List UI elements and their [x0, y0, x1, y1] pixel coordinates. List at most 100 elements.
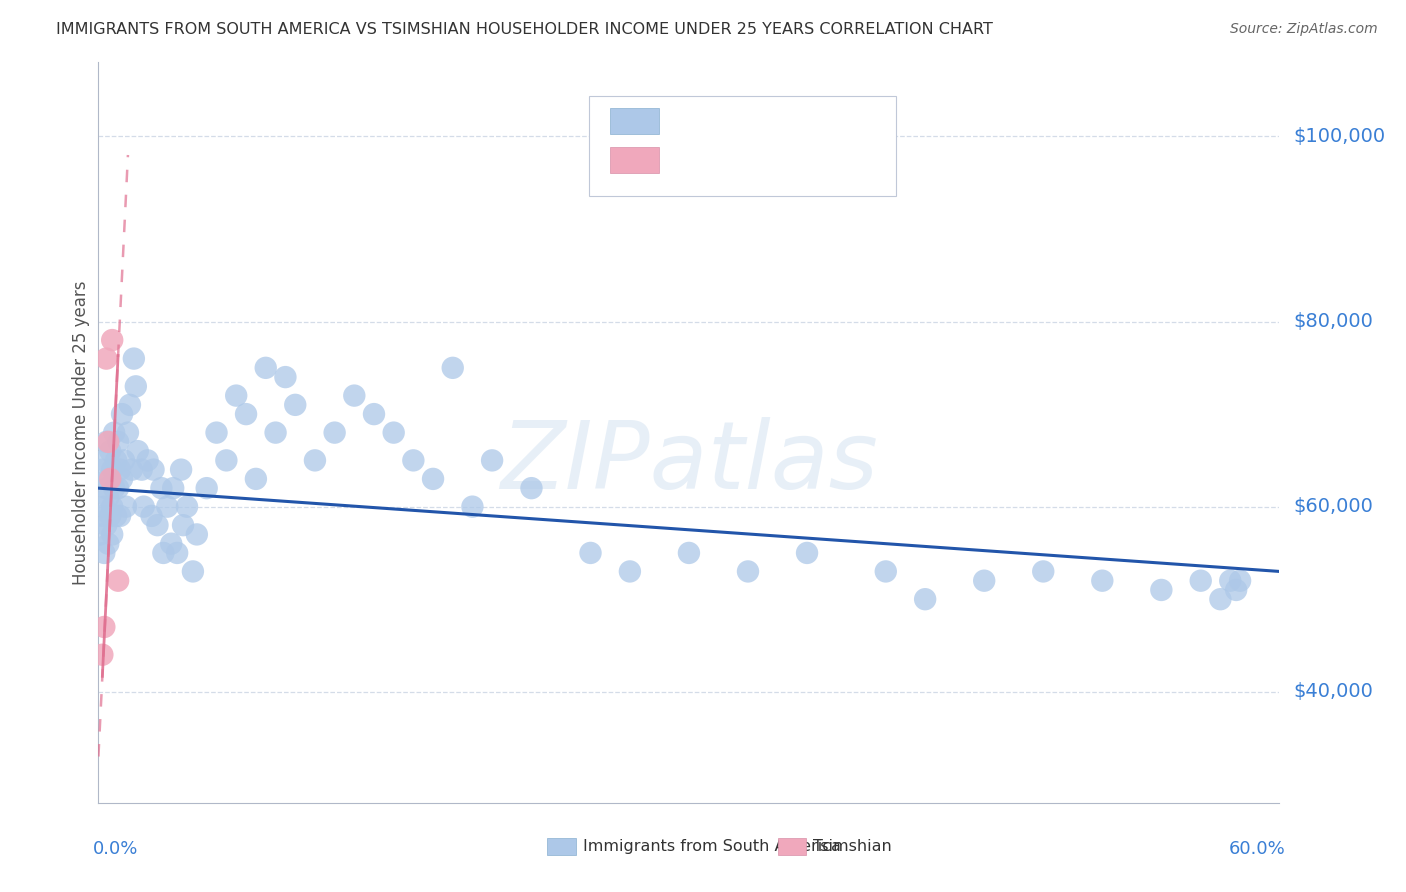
- Point: [1225, 582, 1247, 597]
- Point: [141, 508, 163, 523]
- Point: [96, 518, 118, 533]
- Point: [93, 620, 115, 634]
- Point: [181, 565, 204, 579]
- Point: [235, 407, 257, 421]
- Point: [96, 434, 118, 449]
- Text: Immigrants from South America: Immigrants from South America: [582, 839, 841, 854]
- Point: [122, 351, 145, 366]
- Point: [111, 472, 134, 486]
- Point: [520, 481, 543, 495]
- Text: $40,000: $40,000: [1294, 682, 1374, 701]
- Point: [107, 434, 129, 449]
- Point: [103, 481, 125, 495]
- Point: [105, 508, 128, 523]
- Point: [254, 360, 277, 375]
- Point: [481, 453, 503, 467]
- FancyBboxPatch shape: [610, 147, 659, 173]
- Point: [160, 536, 183, 550]
- Text: $100,000: $100,000: [1294, 127, 1385, 146]
- Point: [304, 453, 326, 467]
- Point: [579, 546, 602, 560]
- Point: [96, 481, 118, 495]
- Point: [97, 536, 120, 550]
- Point: [118, 398, 141, 412]
- Point: [127, 444, 149, 458]
- Text: R =  0.583   N =  7: R = 0.583 N = 7: [669, 151, 876, 169]
- Point: [93, 453, 115, 467]
- Point: [382, 425, 405, 440]
- Point: [107, 574, 129, 588]
- Point: [363, 407, 385, 421]
- Point: [323, 425, 346, 440]
- Point: [115, 500, 138, 514]
- Point: [170, 462, 193, 476]
- Text: IMMIGRANTS FROM SOUTH AMERICA VS TSIMSHIAN HOUSEHOLDER INCOME UNDER 25 YEARS COR: IMMIGRANTS FROM SOUTH AMERICA VS TSIMSHI…: [56, 22, 993, 37]
- Point: [225, 388, 247, 402]
- Point: [125, 379, 148, 393]
- Point: [1189, 574, 1212, 588]
- Point: [101, 527, 124, 541]
- Point: [152, 546, 174, 560]
- Point: [107, 481, 129, 495]
- Point: [264, 425, 287, 440]
- Point: [91, 648, 114, 662]
- Point: [89, 527, 111, 541]
- Point: [422, 472, 444, 486]
- Point: [91, 508, 114, 523]
- Point: [97, 434, 120, 449]
- Point: [914, 592, 936, 607]
- Point: [111, 407, 134, 421]
- Point: [461, 500, 484, 514]
- Point: [112, 453, 135, 467]
- Point: [93, 546, 115, 560]
- Point: [678, 546, 700, 560]
- Text: Source: ZipAtlas.com: Source: ZipAtlas.com: [1230, 22, 1378, 37]
- Point: [186, 527, 208, 541]
- Point: [91, 462, 114, 476]
- Point: [973, 574, 995, 588]
- Point: [117, 425, 139, 440]
- Point: [108, 462, 131, 476]
- Point: [215, 453, 238, 467]
- Point: [1032, 565, 1054, 579]
- Point: [619, 565, 641, 579]
- Y-axis label: Householder Income Under 25 years: Householder Income Under 25 years: [72, 280, 90, 585]
- Point: [245, 472, 267, 486]
- Point: [96, 351, 118, 366]
- Point: [98, 444, 121, 458]
- Point: [205, 425, 228, 440]
- Text: $80,000: $80,000: [1294, 312, 1374, 331]
- Point: [1229, 574, 1251, 588]
- Point: [274, 370, 297, 384]
- Point: [875, 565, 897, 579]
- Point: [172, 518, 194, 533]
- Point: [441, 360, 464, 375]
- Point: [150, 481, 173, 495]
- Point: [1219, 574, 1241, 588]
- Point: [121, 462, 143, 476]
- Text: 0.0%: 0.0%: [93, 840, 138, 858]
- Point: [101, 500, 124, 514]
- Point: [136, 453, 159, 467]
- Point: [132, 500, 155, 514]
- Point: [105, 453, 128, 467]
- Text: 60.0%: 60.0%: [1229, 840, 1285, 858]
- Point: [98, 472, 121, 486]
- Point: [1091, 574, 1114, 588]
- Point: [101, 333, 124, 347]
- Point: [176, 500, 198, 514]
- Text: ZIPatlas: ZIPatlas: [501, 417, 877, 508]
- Point: [156, 500, 179, 514]
- FancyBboxPatch shape: [589, 95, 896, 195]
- Point: [166, 546, 188, 560]
- Text: $60,000: $60,000: [1294, 497, 1374, 516]
- Text: Tsimshian: Tsimshian: [813, 839, 891, 854]
- Point: [195, 481, 218, 495]
- Point: [93, 500, 115, 514]
- Point: [162, 481, 184, 495]
- Point: [103, 425, 125, 440]
- Point: [108, 508, 131, 523]
- Point: [98, 508, 121, 523]
- Point: [131, 462, 153, 476]
- Point: [402, 453, 425, 467]
